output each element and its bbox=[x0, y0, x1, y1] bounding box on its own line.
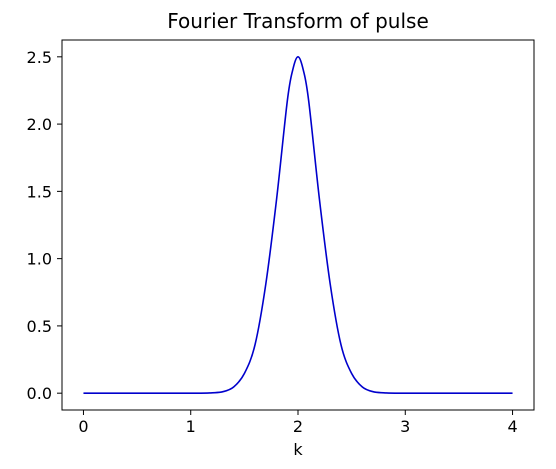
y-tick-label: 0.5 bbox=[27, 317, 52, 336]
x-axis-label: k bbox=[293, 440, 303, 459]
plot-area: 0 1 2 3 4 0.0 0.5 1.0 1.5 2.0 2.5 bbox=[27, 39, 535, 436]
y-tick-label: 0.0 bbox=[27, 384, 52, 403]
y-tick-label: 2.0 bbox=[27, 115, 52, 134]
axes-frame bbox=[61, 39, 535, 411]
x-tick-label: 4 bbox=[507, 417, 517, 436]
x-tick-label: 3 bbox=[400, 417, 410, 436]
series-line-0 bbox=[83, 56, 513, 394]
y-tick-label: 2.5 bbox=[27, 48, 52, 67]
y-tick-label: 1.5 bbox=[27, 182, 52, 201]
x-tick-label: 2 bbox=[293, 417, 303, 436]
y-tick-label: 1.0 bbox=[27, 250, 52, 269]
chart-title: Fourier Transform of pulse bbox=[167, 9, 429, 33]
x-tick-label: 1 bbox=[186, 417, 196, 436]
x-tick-label: 0 bbox=[78, 417, 88, 436]
